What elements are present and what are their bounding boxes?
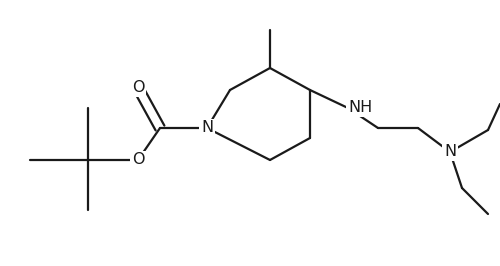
Text: N: N (444, 144, 456, 160)
Text: O: O (132, 152, 144, 168)
Text: N: N (201, 120, 213, 135)
Text: O: O (132, 81, 144, 95)
Text: NH: NH (348, 101, 372, 115)
